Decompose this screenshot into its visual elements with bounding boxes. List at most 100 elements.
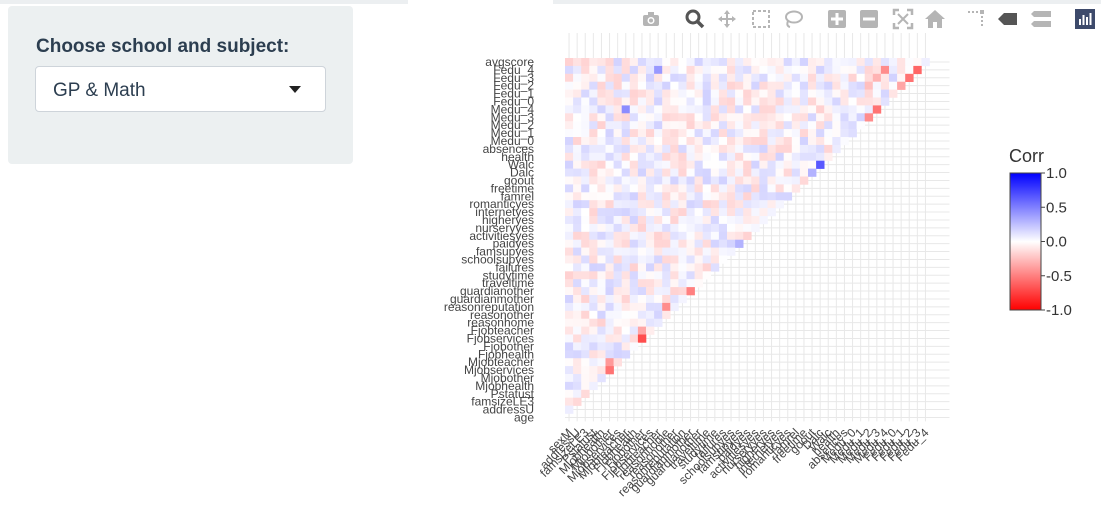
heatmap-cell xyxy=(872,73,882,82)
heatmap-cell xyxy=(565,255,574,264)
heatmap-cell xyxy=(670,65,679,75)
heatmap-cell xyxy=(864,97,874,106)
heatmap-cell xyxy=(654,200,663,209)
school-subject-select[interactable]: GP & Math xyxy=(35,66,326,112)
heatmap-cell xyxy=(589,263,598,272)
heatmap-cell xyxy=(637,271,647,280)
heatmap-cell xyxy=(832,121,841,130)
heatmap-cell xyxy=(605,350,614,359)
heatmap-cell xyxy=(856,97,865,106)
y-tick-label: internetyes xyxy=(475,205,534,219)
heatmap-cell xyxy=(654,144,663,154)
lasso-select-icon[interactable] xyxy=(782,8,806,32)
zoom-in-icon[interactable] xyxy=(826,8,850,32)
heatmap-cell xyxy=(824,113,833,122)
heatmap-cell xyxy=(840,113,849,122)
heatmap-cell xyxy=(743,137,752,146)
hover-closest-icon[interactable] xyxy=(996,8,1020,32)
heatmap-cell xyxy=(710,255,720,264)
heatmap-cell xyxy=(783,121,793,130)
heatmap-cell xyxy=(565,121,574,130)
heatmap-cell xyxy=(718,121,728,130)
box-select-icon[interactable] xyxy=(750,8,774,32)
heatmap-cell xyxy=(589,73,598,82)
heatmap-cell xyxy=(597,184,606,193)
heatmap-cell xyxy=(718,239,728,248)
heatmap-cell xyxy=(581,366,590,375)
heatmap-cell xyxy=(735,223,744,233)
zoom-out-icon[interactable] xyxy=(858,8,882,32)
plotly-logo-icon[interactable] xyxy=(1074,8,1098,32)
heatmap-cell xyxy=(686,121,695,130)
heatmap-cell xyxy=(613,216,622,225)
heatmap-cell xyxy=(848,113,857,122)
camera-icon[interactable] xyxy=(640,8,664,32)
heatmap-cell xyxy=(605,279,614,288)
heatmap-cell xyxy=(662,208,671,217)
zoom-icon[interactable] xyxy=(684,8,708,32)
heatmap-cell xyxy=(621,97,631,106)
heatmap-cell xyxy=(597,366,606,375)
heatmap-cell xyxy=(646,58,655,67)
heatmap-cell xyxy=(783,113,793,122)
heatmap-cell xyxy=(832,58,841,67)
pan-icon[interactable] xyxy=(716,8,740,32)
heatmap-cell xyxy=(808,73,817,82)
heatmap-cell xyxy=(710,168,720,177)
heatmap-cell xyxy=(621,287,631,296)
heatmap-cell xyxy=(743,223,752,233)
heatmap-cell xyxy=(565,389,574,398)
heatmap-cell xyxy=(613,89,622,98)
heatmap-cell xyxy=(646,247,655,256)
heatmap-cell xyxy=(824,152,833,161)
heatmap-cell xyxy=(629,105,639,114)
heatmap-cell xyxy=(629,137,639,146)
heatmap-cell xyxy=(783,89,793,98)
heatmap-cell xyxy=(662,231,671,240)
heatmap-cell xyxy=(646,137,655,146)
reset-axes-icon[interactable] xyxy=(924,8,948,32)
heatmap-cell xyxy=(573,65,582,75)
heatmap-cell xyxy=(694,200,703,209)
y-tick-label: Medu_2 xyxy=(491,118,535,132)
heatmap-cell xyxy=(670,287,679,296)
heatmap-cell xyxy=(710,200,720,209)
heatmap-cell xyxy=(670,97,679,106)
heatmap-cell xyxy=(694,239,703,248)
spike-lines-icon[interactable] xyxy=(966,8,990,32)
heatmap-cell xyxy=(581,223,590,233)
heatmap-cell xyxy=(654,231,663,240)
heatmap-cell xyxy=(775,58,784,67)
heatmap-cell xyxy=(808,129,817,138)
heatmap-cell xyxy=(816,160,825,169)
heatmap-cell xyxy=(718,208,728,217)
heatmap-cell xyxy=(662,287,671,296)
heatmap-cell xyxy=(589,89,598,98)
heatmap-cell xyxy=(678,200,687,209)
heatmap-cell xyxy=(605,271,614,280)
heatmap-cell xyxy=(799,81,809,90)
heatmap-cell xyxy=(637,121,647,130)
heatmap-cell xyxy=(629,121,639,130)
heatmap-cell xyxy=(637,287,647,296)
heatmap-cell xyxy=(872,65,882,75)
heatmap-cell xyxy=(775,81,784,90)
heatmap-cell xyxy=(791,105,801,114)
heatmap-cell xyxy=(767,200,776,209)
hover-compare-icon[interactable] xyxy=(1030,8,1054,32)
heatmap-cell xyxy=(573,144,582,154)
heatmap-cell xyxy=(629,73,639,82)
heatmap-cell xyxy=(670,129,679,138)
heatmap-cell xyxy=(702,137,712,146)
heatmap-cell xyxy=(646,129,655,138)
heatmap-cell xyxy=(621,271,631,280)
heatmap-cell xyxy=(637,239,647,248)
heatmap-cell xyxy=(897,58,906,67)
heatmap-cell xyxy=(646,239,655,248)
autoscale-icon[interactable] xyxy=(892,8,916,32)
heatmap-cell xyxy=(832,113,841,122)
heatmap-cell xyxy=(613,58,622,67)
heatmap-cell xyxy=(613,152,622,161)
heatmap-cell xyxy=(678,216,687,225)
y-tick-label: Fedu_3 xyxy=(493,71,534,85)
